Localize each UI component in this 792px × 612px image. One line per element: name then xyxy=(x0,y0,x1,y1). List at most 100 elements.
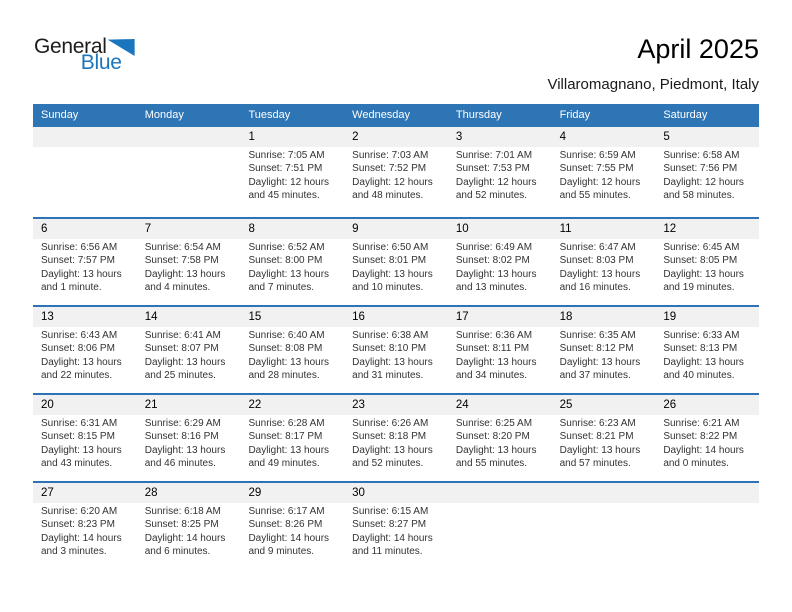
day-cell: 18 Sunrise: 6:35 AM Sunset: 8:12 PM Dayligh… xyxy=(551,307,656,393)
day-detail-line: Sunset: 8:15 PM xyxy=(41,431,115,443)
day-details xyxy=(448,503,552,505)
day-number: 20 xyxy=(33,395,137,415)
day-detail-line: Daylight: 13 hours and 34 minutes. xyxy=(455,356,537,382)
day-cell: 21 Sunrise: 6:29 AM Sunset: 8:16 PM Dayligh… xyxy=(136,395,241,481)
day-number: 8 xyxy=(240,219,345,239)
day-number: 16 xyxy=(344,307,448,327)
page-title: April 2025 xyxy=(637,34,759,64)
day-cell: 5 Sunrise: 6:58 AM Sunset: 7:56 PM Daylight… xyxy=(655,127,760,217)
day-detail-line: Daylight: 13 hours and 28 minutes. xyxy=(248,356,330,382)
day-detail-line: Daylight: 13 hours and 43 minutes. xyxy=(41,444,122,470)
day-detail-line: Sunrise: 6:29 AM xyxy=(144,418,221,429)
day-cell: 9 Sunrise: 6:50 AM Sunset: 8:01 PM Daylight… xyxy=(344,219,448,305)
day-details: Sunrise: 6:33 AM Sunset: 8:13 PM Daylight:… xyxy=(655,327,759,383)
day-detail-line: Sunset: 7:58 PM xyxy=(144,255,219,267)
day-detail-line: Sunrise: 7:03 AM xyxy=(352,150,429,161)
day-number: 28 xyxy=(136,483,241,503)
day-details: Sunrise: 7:05 AM Sunset: 7:51 PM Daylight:… xyxy=(240,147,344,203)
day-cell: 29 Sunrise: 6:17 AM Sunset: 8:26 PM Dayligh… xyxy=(240,483,345,569)
day-cell: 26 Sunrise: 6:21 AM Sunset: 8:22 PM Dayligh… xyxy=(655,395,760,481)
day-detail-line: Sunset: 7:55 PM xyxy=(559,163,634,175)
day-detail-line: Daylight: 12 hours and 45 minutes. xyxy=(248,176,330,202)
day-detail-line: Sunrise: 6:56 AM xyxy=(41,242,118,253)
day-cell: 23 Sunrise: 6:26 AM Sunset: 8:18 PM Dayligh… xyxy=(344,395,448,481)
day-header-cell: Sunday xyxy=(41,109,79,121)
day-detail-line: Sunrise: 6:35 AM xyxy=(559,330,636,341)
day-detail-line: Sunrise: 7:01 AM xyxy=(455,150,533,161)
day-detail-line: Sunrise: 6:52 AM xyxy=(248,242,325,253)
day-detail-line: Sunset: 7:53 PM xyxy=(455,163,530,175)
day-detail-line: Sunset: 8:01 PM xyxy=(352,255,427,267)
day-detail-line: Sunrise: 6:36 AM xyxy=(455,330,533,341)
day-detail-line: Daylight: 14 hours and 11 minutes. xyxy=(352,532,433,558)
day-details xyxy=(137,147,241,149)
day-cell: 3 Sunrise: 7:01 AM Sunset: 7:53 PM Daylight… xyxy=(447,127,552,217)
day-number: 13 xyxy=(33,307,137,327)
day-detail-line: Daylight: 13 hours and 16 minutes. xyxy=(559,268,641,294)
day-number: 26 xyxy=(655,395,760,415)
day-detail-line: Daylight: 13 hours and 22 minutes. xyxy=(41,356,122,382)
day-number: 6 xyxy=(33,219,137,239)
day-header-cell: Monday xyxy=(144,109,184,121)
day-details: Sunrise: 6:41 AM Sunset: 8:07 PM Daylight:… xyxy=(137,327,241,383)
day-detail-line: Sunrise: 6:43 AM xyxy=(41,330,118,341)
weeks-container: 1 Sunrise: 7:05 AM Sunset: 7:51 PM Daylight… xyxy=(33,127,760,569)
day-detail-line: Sunrise: 6:25 AM xyxy=(455,418,533,429)
day-detail-line: Sunset: 8:27 PM xyxy=(352,519,427,531)
day-number: 1 xyxy=(240,127,345,147)
general-blue-logo: General Blue xyxy=(34,36,135,74)
day-cell: 7 Sunrise: 6:54 AM Sunset: 7:58 PM Daylight… xyxy=(136,219,241,305)
day-details: Sunrise: 6:45 AM Sunset: 8:05 PM Daylight:… xyxy=(655,239,759,295)
day-number: 7 xyxy=(136,219,241,239)
day-detail-line: Sunset: 8:06 PM xyxy=(41,343,115,355)
day-details xyxy=(33,147,137,149)
day-detail-line: Daylight: 13 hours and 57 minutes. xyxy=(559,444,641,470)
day-detail-line: Sunrise: 6:47 AM xyxy=(559,242,636,253)
day-detail-line: Sunset: 8:08 PM xyxy=(248,343,323,355)
day-detail-line: Sunset: 8:11 PM xyxy=(455,343,530,355)
day-details: Sunrise: 6:43 AM Sunset: 8:06 PM Daylight:… xyxy=(33,327,137,383)
day-number: 11 xyxy=(551,219,656,239)
day-detail-line: Daylight: 13 hours and 13 minutes. xyxy=(455,268,537,294)
location-subtitle: Villaromagnano, Piedmont, Italy xyxy=(547,76,759,93)
day-cell: 22 Sunrise: 6:28 AM Sunset: 8:17 PM Dayligh… xyxy=(240,395,345,481)
day-detail-line: Daylight: 12 hours and 55 minutes. xyxy=(559,176,641,202)
day-number: 24 xyxy=(447,395,552,415)
day-cell xyxy=(447,483,552,569)
day-details: Sunrise: 6:26 AM Sunset: 8:18 PM Daylight:… xyxy=(344,415,448,471)
day-cell: 17 Sunrise: 6:36 AM Sunset: 8:11 PM Dayligh… xyxy=(447,307,552,393)
day-detail-line: Daylight: 13 hours and 49 minutes. xyxy=(248,444,330,470)
day-cell: 28 Sunrise: 6:18 AM Sunset: 8:25 PM Dayligh… xyxy=(136,483,241,569)
day-detail-line: Daylight: 13 hours and 55 minutes. xyxy=(455,444,537,470)
day-header-cell: Wednesday xyxy=(352,109,411,121)
day-details: Sunrise: 6:15 AM Sunset: 8:27 PM Daylight:… xyxy=(344,503,448,559)
day-cell: 8 Sunrise: 6:52 AM Sunset: 8:00 PM Daylight… xyxy=(240,219,345,305)
day-detail-line: Sunset: 8:05 PM xyxy=(663,255,738,267)
day-detail-line: Sunrise: 6:26 AM xyxy=(352,418,429,429)
day-cell: 27 Sunrise: 6:20 AM Sunset: 8:23 PM Dayligh… xyxy=(33,483,137,569)
day-cell xyxy=(655,483,760,569)
day-detail-line: Daylight: 13 hours and 25 minutes. xyxy=(144,356,226,382)
day-detail-line: Sunrise: 6:58 AM xyxy=(663,150,740,161)
day-details: Sunrise: 6:38 AM Sunset: 8:10 PM Daylight:… xyxy=(344,327,448,383)
day-detail-line: Sunset: 7:52 PM xyxy=(352,163,427,175)
day-detail-line: Sunrise: 6:45 AM xyxy=(663,242,740,253)
day-detail-line: Sunset: 8:02 PM xyxy=(455,255,530,267)
day-cell: 10 Sunrise: 6:49 AM Sunset: 8:02 PM Dayligh… xyxy=(447,219,552,305)
day-detail-line: Sunset: 8:21 PM xyxy=(559,431,634,443)
day-details: Sunrise: 6:47 AM Sunset: 8:03 PM Daylight:… xyxy=(552,239,656,295)
day-number: 30 xyxy=(344,483,448,503)
day-detail-line: Sunset: 8:23 PM xyxy=(41,519,115,531)
day-detail-line: Daylight: 12 hours and 58 minutes. xyxy=(663,176,744,202)
day-detail-line: Daylight: 13 hours and 37 minutes. xyxy=(559,356,641,382)
day-details: Sunrise: 6:31 AM Sunset: 8:15 PM Daylight:… xyxy=(33,415,137,471)
day-cell: 12 Sunrise: 6:45 AM Sunset: 8:05 PM Dayligh… xyxy=(655,219,760,305)
day-number: 22 xyxy=(240,395,345,415)
day-detail-line: Sunrise: 6:20 AM xyxy=(41,506,118,517)
day-detail-line: Sunset: 8:07 PM xyxy=(144,343,219,355)
day-details: Sunrise: 6:17 AM Sunset: 8:26 PM Daylight:… xyxy=(240,503,344,559)
day-number xyxy=(33,127,137,147)
day-detail-line: Sunset: 8:16 PM xyxy=(144,431,219,443)
day-cell: 6 Sunrise: 6:56 AM Sunset: 7:57 PM Daylight… xyxy=(33,219,137,305)
day-details: Sunrise: 6:59 AM Sunset: 7:55 PM Daylight:… xyxy=(552,147,656,203)
